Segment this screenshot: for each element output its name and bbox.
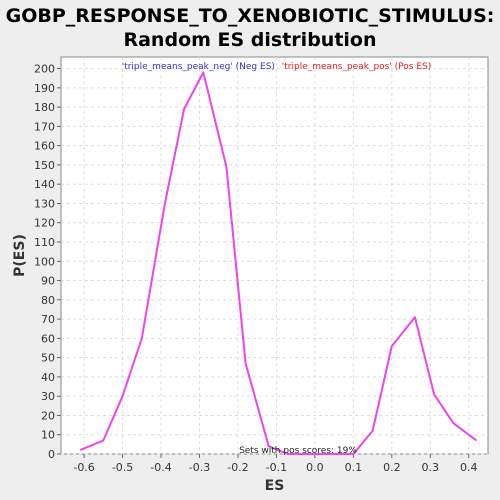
x-tick-label: -0.1 <box>266 461 287 474</box>
legend-neg: 'triple_means_peak_neg' (Neg ES) <box>122 62 275 72</box>
y-tick-label: 80 <box>41 294 55 307</box>
y-tick-label: 100 <box>34 255 55 268</box>
y-tick-label: 140 <box>34 178 55 191</box>
chart-title-line-1: GOBP_RESPONSE_TO_XENOBIOTIC_STIMULUS: <box>5 5 495 27</box>
x-tick-label: 0.1 <box>345 461 363 474</box>
x-tick-label: -0.6 <box>73 461 94 474</box>
x-tick-label: 0.3 <box>422 461 440 474</box>
grid <box>61 57 488 455</box>
y-axis-title: P(ES) <box>12 234 28 277</box>
y-tick-label: 120 <box>34 217 55 230</box>
legend: 'triple_means_peak_neg' (Neg ES) 'triple… <box>122 62 432 72</box>
x-tick-label: 0.4 <box>460 461 478 474</box>
y-tick-label: 130 <box>34 197 55 210</box>
x-axis-title: ES <box>265 478 285 494</box>
y-tick-label: 70 <box>41 313 55 326</box>
y-tick-label: 190 <box>34 82 55 95</box>
plot-area <box>60 56 489 455</box>
y-tick-label: 30 <box>41 390 55 403</box>
y-tick-label: 160 <box>34 140 55 153</box>
chart-title-line-2: Random ES distribution <box>123 29 377 51</box>
legend-pos: 'triple_means_peak_pos' (Pos ES) <box>282 62 431 72</box>
y-tick-label: 50 <box>41 352 55 365</box>
x-tick-label: 0.2 <box>383 461 401 474</box>
y-tick-label: 150 <box>34 159 55 172</box>
y-tick-label: 10 <box>41 429 55 442</box>
y-tick-label: 110 <box>34 236 55 249</box>
x-tick-label: -0.4 <box>150 461 171 474</box>
y-tick-label: 180 <box>34 101 55 114</box>
x-tick-label: -0.5 <box>112 461 133 474</box>
y-tick-label: 20 <box>41 409 55 422</box>
series-group <box>79 71 478 455</box>
x-axis: -0.6 -0.5 -0.4 -0.3 -0.2 -0.1 0.0 0.1 0.2 0.3 0.4 <box>73 454 478 474</box>
y-tick-label: 60 <box>41 332 55 345</box>
x-tick-label: -0.2 <box>227 461 248 474</box>
x-tick-label: 0.0 <box>306 461 324 474</box>
y-tick-label: 90 <box>41 275 55 288</box>
series-line <box>79 71 478 455</box>
y-tick-label: 40 <box>41 371 55 384</box>
y-tick-label: 200 <box>34 63 55 76</box>
y-axis: 0 10 20 30 40 50 60 70 80 90 100 110 120 130 140 150 160… <box>34 63 61 461</box>
y-tick-label: 170 <box>34 120 55 133</box>
chart-title: GOBP_RESPONSE_TO_XENOBIOTIC_STIMULUS: Ra… <box>0 4 500 52</box>
y-tick-label: 0 <box>48 448 55 461</box>
x-tick-label: -0.3 <box>189 461 210 474</box>
annotation: Sets with pos scores: 19% <box>239 446 357 456</box>
